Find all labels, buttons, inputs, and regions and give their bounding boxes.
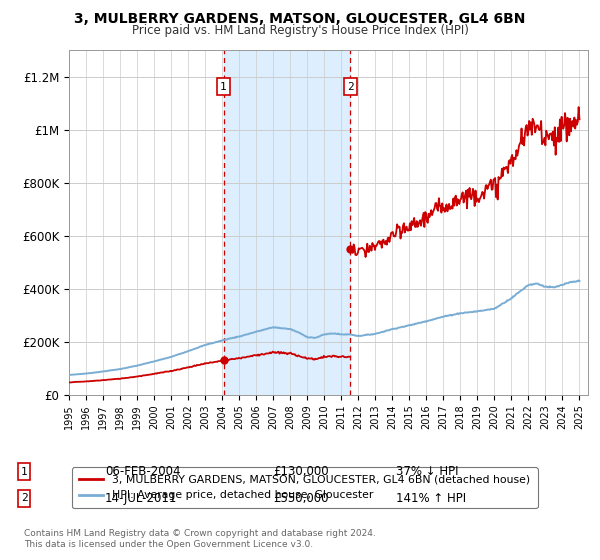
Text: Contains HM Land Registry data © Crown copyright and database right 2024.
This d: Contains HM Land Registry data © Crown c… [24, 529, 376, 549]
Text: 1: 1 [220, 82, 227, 92]
Legend: 3, MULBERRY GARDENS, MATSON, GLOUCESTER, GL4 6BN (detached house), HPI: Average : 3, MULBERRY GARDENS, MATSON, GLOUCESTER,… [72, 468, 538, 508]
Text: 2: 2 [347, 82, 354, 92]
Text: Price paid vs. HM Land Registry's House Price Index (HPI): Price paid vs. HM Land Registry's House … [131, 24, 469, 37]
Text: £550,000: £550,000 [273, 492, 329, 505]
Text: 2: 2 [20, 493, 28, 503]
Text: 1: 1 [20, 466, 28, 477]
Text: 3, MULBERRY GARDENS, MATSON, GLOUCESTER, GL4 6BN: 3, MULBERRY GARDENS, MATSON, GLOUCESTER,… [74, 12, 526, 26]
Bar [224, 50, 350, 395]
Text: 37% ↓ HPI: 37% ↓ HPI [396, 465, 458, 478]
Text: 141% ↑ HPI: 141% ↑ HPI [396, 492, 466, 505]
Text: 06-FEB-2004: 06-FEB-2004 [105, 465, 181, 478]
Text: £130,000: £130,000 [273, 465, 329, 478]
Text: 14-JUL-2011: 14-JUL-2011 [105, 492, 178, 505]
